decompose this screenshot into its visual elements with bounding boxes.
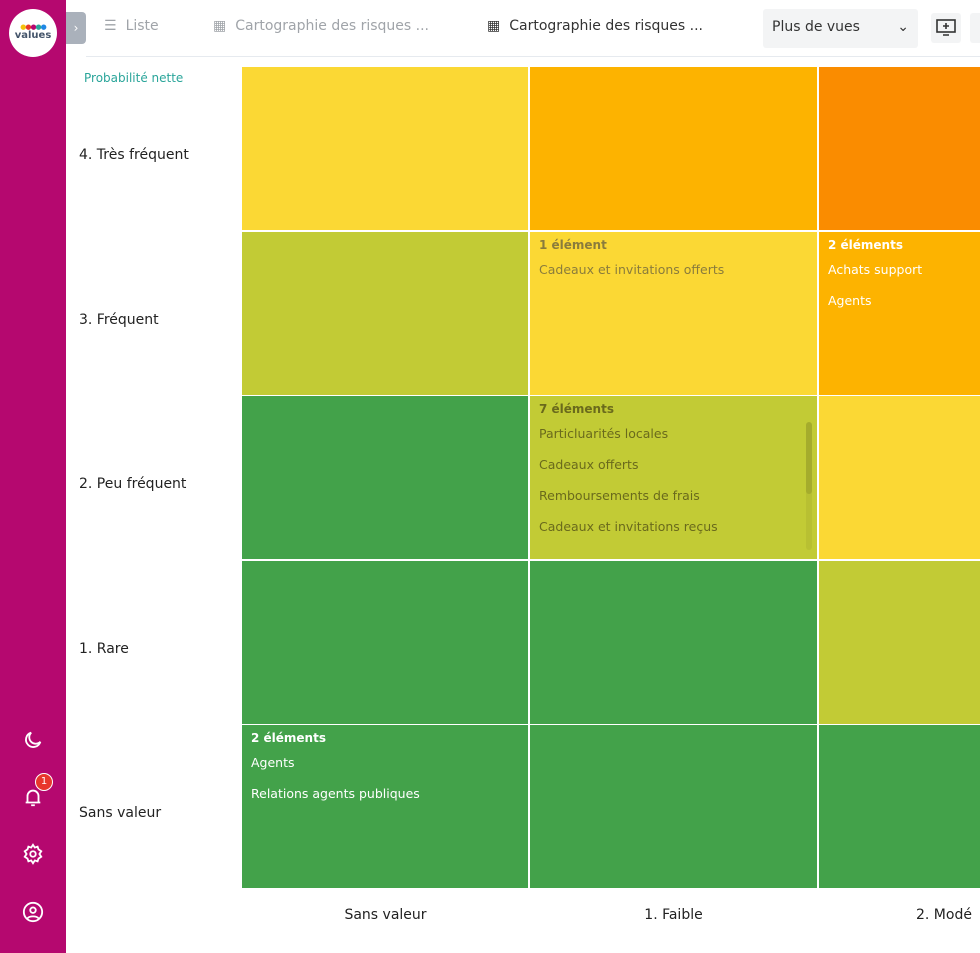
matrix-cell[interactable]	[242, 561, 528, 724]
user-circle-icon[interactable]	[20, 899, 46, 925]
cell-count: 2 éléments	[828, 238, 903, 252]
matrix-cell[interactable]	[242, 232, 528, 395]
expand-sidebar-button[interactable]: ›	[66, 12, 86, 44]
row-label: Sans valeur	[79, 805, 162, 821]
tab-liste[interactable]: ☰ Liste	[104, 18, 159, 34]
risk-item[interactable]: Remboursements de frais	[539, 488, 700, 503]
row-label: 4. Très fréquent	[79, 147, 189, 163]
row-label: 3. Fréquent	[79, 312, 159, 328]
cell-count: 2 éléments	[251, 731, 326, 745]
risk-item[interactable]: Cadeaux offerts	[539, 457, 639, 472]
tab-cartographie-1[interactable]: ▦ Cartographie des risques ...	[213, 18, 429, 34]
risk-item[interactable]: Agents	[251, 755, 295, 770]
grid-icon: ▦	[487, 18, 501, 34]
matrix-cell[interactable]	[819, 725, 980, 888]
risk-item[interactable]: Particluarités locales	[539, 426, 669, 441]
cell-scrollbar[interactable]	[806, 422, 812, 550]
bell-icon[interactable]	[20, 784, 46, 810]
risk-item[interactable]: Cadeaux et invitations offerts	[539, 262, 725, 277]
view-tabs: ☰ Liste ▦ Cartographie des risques ... ▦ Ca…	[86, 0, 980, 57]
moon-icon[interactable]	[20, 727, 46, 753]
risk-item[interactable]: Achats support	[828, 262, 923, 277]
grid-icon: ▦	[213, 18, 227, 34]
notification-badge: 1	[35, 773, 53, 791]
matrix-cell[interactable]	[819, 67, 980, 230]
chevron-down-icon: ⌄	[897, 19, 909, 35]
logo-dots: ●●●●●	[20, 23, 47, 31]
logo[interactable]: ●●●●● values	[9, 9, 57, 57]
column-label: 2. Modé	[916, 907, 972, 923]
risk-item[interactable]: Relations agents publiques	[251, 786, 420, 801]
matrix-cell[interactable]	[530, 725, 817, 888]
matrix-cell[interactable]	[242, 67, 528, 230]
tab-cartographie-2[interactable]: ▦ Cartographie des risques ...	[487, 18, 703, 34]
cell-count: 7 éléments	[539, 402, 614, 416]
scroll-thumb[interactable]	[806, 422, 812, 494]
y-axis-title: Probabilité nette	[84, 71, 184, 85]
matrix-cell[interactable]: 7 éléments Particluarités locales Cadeaux …	[530, 396, 817, 559]
list-icon: ☰	[104, 18, 117, 34]
column-label: Sans valeur	[344, 907, 427, 923]
matrix-cell[interactable]: 1 élément Cadeaux et invitations offerts	[530, 232, 817, 395]
gear-icon[interactable]	[20, 841, 46, 867]
add-screen-button[interactable]	[931, 13, 961, 43]
matrix-cell[interactable]: 2 éléments Agents Relations agents publiqu…	[242, 725, 528, 888]
row-label: 1. Rare	[79, 641, 129, 657]
row-label: 2. Peu fréquent	[79, 476, 187, 492]
sidebar: ●●●●● values 1	[0, 0, 66, 953]
matrix-cell[interactable]: 2 éléments Achats support Agents	[819, 232, 980, 395]
toolbar-button[interactable]	[970, 13, 980, 43]
risk-item[interactable]: Agents	[828, 293, 872, 308]
matrix-cell[interactable]	[242, 396, 528, 559]
column-label: 1. Faible	[644, 907, 703, 923]
logo-text: values	[14, 30, 52, 41]
matrix-cell[interactable]	[819, 396, 980, 559]
matrix-cell[interactable]	[530, 561, 817, 724]
risk-item[interactable]: Cadeaux et invitations reçus	[539, 519, 718, 534]
matrix-cell[interactable]	[530, 67, 817, 230]
matrix-cell[interactable]	[819, 561, 980, 724]
chevron-right-icon: ›	[73, 21, 79, 35]
cell-count: 1 élément	[539, 238, 607, 252]
more-views-dropdown[interactable]: Plus de vues ⌄	[763, 9, 918, 48]
